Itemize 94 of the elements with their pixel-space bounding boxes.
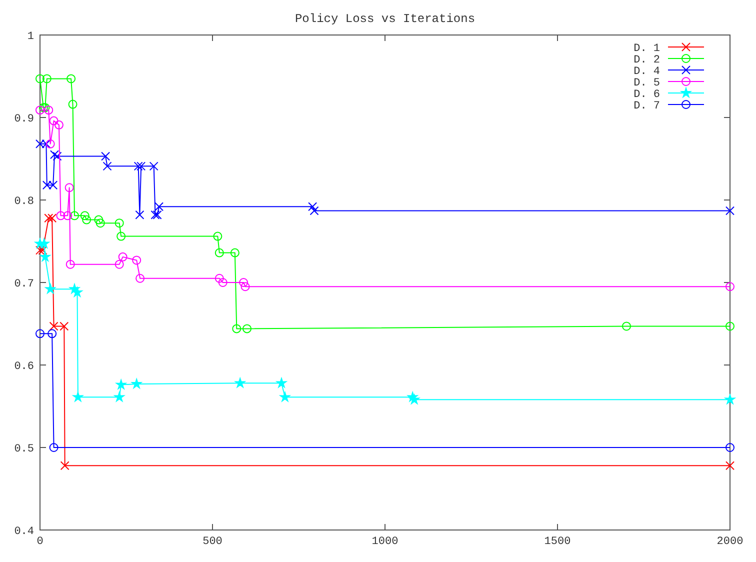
y-tick-label: 0.4	[14, 526, 34, 538]
point	[38, 246, 48, 255]
point	[45, 284, 56, 294]
point	[72, 287, 82, 297]
point	[114, 218, 124, 228]
point	[214, 248, 224, 258]
point	[134, 162, 143, 171]
point	[136, 274, 145, 283]
point	[240, 282, 250, 292]
point	[82, 215, 92, 224]
y-tick-label: 0.9	[14, 114, 34, 126]
point	[114, 260, 124, 269]
y-tick-label: 0.5	[14, 444, 34, 456]
point	[102, 162, 112, 171]
point	[52, 152, 62, 161]
point	[44, 214, 54, 223]
point	[68, 100, 78, 109]
point	[242, 324, 252, 334]
point	[280, 392, 290, 402]
point	[48, 329, 57, 338]
point	[38, 103, 48, 112]
y-tick-label: 0.6	[14, 361, 34, 373]
legend-label: D. 1	[634, 43, 660, 55]
point	[135, 210, 144, 220]
point	[48, 214, 57, 223]
point	[64, 183, 74, 192]
point	[44, 106, 54, 115]
point	[70, 211, 79, 220]
point	[239, 278, 248, 287]
point	[276, 378, 287, 388]
point	[230, 248, 240, 258]
point	[308, 202, 318, 212]
point	[132, 378, 142, 388]
point	[56, 211, 66, 220]
point	[50, 150, 59, 160]
y-tick-label: 0.7	[14, 278, 34, 290]
point	[235, 378, 246, 388]
point	[724, 394, 736, 404]
legend-label: D. 2	[634, 54, 660, 66]
point	[726, 206, 734, 216]
point	[116, 380, 126, 390]
point	[213, 232, 222, 241]
legend-label: D. 5	[634, 78, 660, 90]
point	[232, 324, 242, 334]
point	[114, 392, 124, 402]
x-tick-label: 1500	[544, 536, 571, 548]
point	[726, 443, 734, 452]
x-tick-label: 1000	[372, 536, 398, 548]
point	[726, 322, 734, 331]
point	[36, 74, 44, 84]
x-tick-label: 2000	[716, 536, 744, 548]
point	[101, 152, 110, 161]
point	[116, 232, 126, 241]
point	[49, 443, 58, 452]
point	[310, 206, 319, 216]
point	[409, 394, 420, 404]
legend-label: D. 6	[634, 89, 660, 101]
point	[132, 256, 142, 265]
point	[726, 461, 734, 470]
point	[149, 162, 158, 171]
point	[622, 322, 631, 331]
point	[136, 162, 146, 171]
legend-label: D. 4	[634, 66, 660, 78]
point	[66, 74, 76, 84]
chart-title: Policy Loss vs Iterations	[294, 12, 476, 26]
legend-label: D. 7	[634, 100, 660, 112]
point	[54, 120, 64, 130]
point	[66, 260, 75, 269]
point	[218, 278, 228, 287]
point	[39, 238, 50, 248]
point	[118, 252, 128, 262]
point	[94, 215, 104, 224]
point	[40, 252, 50, 262]
x-tick-label: 0	[36, 536, 44, 548]
point	[96, 218, 105, 228]
point	[726, 282, 734, 292]
point	[214, 274, 224, 283]
point	[152, 210, 162, 220]
x-tick-label: 500	[202, 536, 222, 548]
point	[154, 202, 164, 212]
point	[60, 461, 70, 470]
point	[40, 103, 50, 112]
point	[80, 211, 90, 220]
y-tick-label: 0.8	[14, 196, 34, 208]
point	[46, 139, 55, 148]
point	[36, 106, 44, 115]
point	[49, 116, 58, 126]
y-tick-label: 1	[27, 31, 34, 43]
point	[72, 392, 84, 402]
point	[63, 211, 72, 220]
point	[42, 74, 52, 84]
point	[150, 210, 160, 220]
point	[36, 329, 44, 338]
point	[36, 246, 44, 255]
